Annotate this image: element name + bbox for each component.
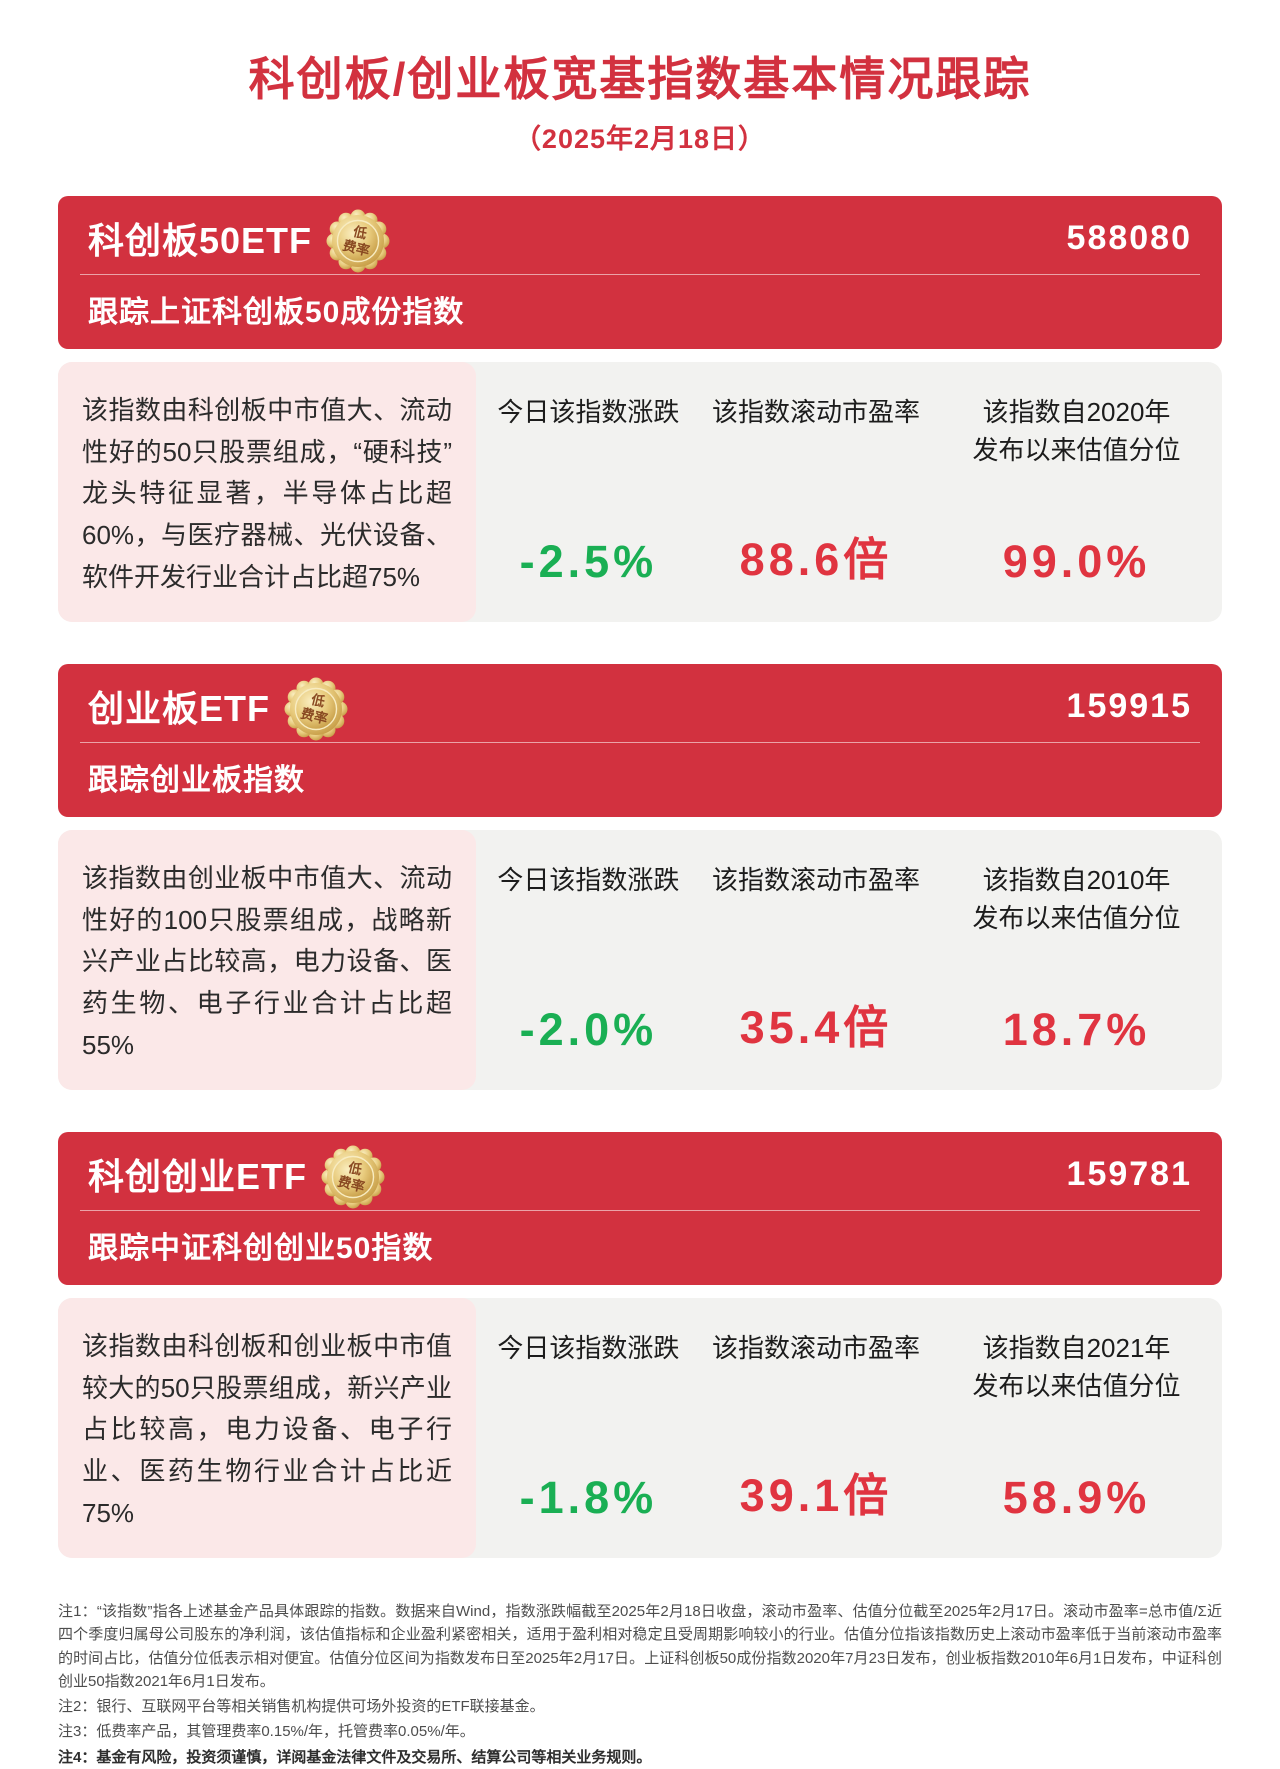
stat-label: 该指数滚动市盈率 (712, 394, 920, 432)
index-description: 该指数由科创板和创业板中市值较大的50只股票组成，新兴产业占比较高，电力设备、电… (58, 1298, 476, 1559)
stat-valuation-percentile: 该指数自2021年 发布以来估值分位 58.9% (937, 1298, 1216, 1558)
stat-value: 88.6倍 (739, 534, 893, 586)
card-body: 该指数由科创板中市值大、流动性好的50只股票组成，“硬科技”龙头特征显著，半导体… (58, 362, 1222, 623)
stat-label-line: 该指数自2010年 (982, 865, 1171, 896)
header-divider (80, 1210, 1200, 1212)
low-fee-badge-icon: 低 费率 (321, 1145, 385, 1210)
stat-value: 39.1倍 (739, 1470, 893, 1522)
etf-card-kechuang-chuangye: 科创创业ETF 低 费率 159781 跟踪中证科创创业50指数 该指数由科创板… (58, 1132, 1222, 1559)
stat-label: 该指数自2010年 发布以来估值分位 (973, 862, 1181, 937)
stat-label-line: 该指数滚动市盈率 (711, 397, 920, 428)
footnote-3: 注3：低费率产品，其管理费率0.15%/年，托管费率0.05%/年。 (58, 1723, 475, 1741)
badge-text-line2: 费率 (341, 237, 372, 259)
card-body: 该指数由科创板和创业板中市值较大的50只股票组成，新兴产业占比较高，电力设备、电… (58, 1298, 1222, 1559)
low-fee-badge-icon: 低 费率 (284, 677, 348, 742)
stat-pe-ratio: 该指数滚动市盈率 88.6倍 (695, 362, 937, 622)
stat-label: 今日该指数涨跌 (497, 1330, 679, 1368)
footnote-1: 注1：“该指数”指各上述基金产品具体跟踪的指数。数据来自Wind，指数涨跌幅截至… (58, 1603, 1222, 1690)
badge-text-line1: 低 (351, 223, 369, 242)
stat-value: 58.9% (1002, 1472, 1151, 1524)
stat-label: 该指数自2020年 发布以来估值分位 (973, 394, 1181, 469)
stat-label: 今日该指数涨跌 (497, 862, 679, 900)
stat-value: -2.5% (519, 536, 658, 588)
page-date: （2025年2月18日） (513, 124, 767, 155)
card-header-top: 科创板50ETF 低 费率 588080 (88, 209, 1192, 274)
etf-name: 创业板ETF (88, 688, 270, 730)
stat-value: -1.8% (519, 1472, 658, 1524)
etf-code: 588080 (1066, 218, 1192, 257)
index-description: 该指数由创业板中市值大、流动性好的100只股票组成，战略新兴产业占比较高，电力设… (58, 830, 476, 1091)
stats-row: 今日该指数涨跌 -2.0% 该指数滚动市盈率 35.4倍 该指数自2010年 发… (476, 830, 1222, 1090)
etf-code: 159915 (1066, 686, 1192, 725)
stats-row: 今日该指数涨跌 -1.8% 该指数滚动市盈率 39.1倍 该指数自2021年 发… (476, 1298, 1222, 1558)
stat-pe-ratio: 该指数滚动市盈率 39.1倍 (695, 1298, 937, 1558)
stat-daily-change: 今日该指数涨跌 -2.5% (482, 362, 695, 622)
footnote-2: 注2：银行、互联网平台等相关销售机构提供可场外投资的ETF联接基金。 (58, 1698, 545, 1716)
etf-name: 科创板50ETF (88, 220, 313, 262)
stat-value: 35.4倍 (739, 1002, 893, 1054)
tracking-index-label: 跟踪中证科创创业50指数 (88, 1232, 434, 1266)
card-body: 该指数由创业板中市值大、流动性好的100只股票组成，战略新兴产业占比较高，电力设… (58, 830, 1222, 1091)
badge-text-line2: 费率 (336, 1173, 367, 1195)
stat-value: 18.7% (1002, 1004, 1151, 1056)
stat-label: 该指数滚动市盈率 (712, 862, 920, 900)
stat-value: 99.0% (1002, 536, 1151, 588)
stat-label-line: 今日该指数涨跌 (497, 1333, 680, 1364)
stat-valuation-percentile: 该指数自2010年 发布以来估值分位 18.7% (937, 830, 1216, 1090)
etf-name: 科创创业ETF (88, 1156, 307, 1198)
etf-card-chuangyeban: 创业板ETF 低 费率 159915 跟踪创业板指数 该指数由创业板中市值大、流… (58, 664, 1222, 1091)
card-header-top: 创业板ETF 低 费率 159915 (88, 677, 1192, 742)
stat-pe-ratio: 该指数滚动市盈率 35.4倍 (695, 830, 937, 1090)
index-description: 该指数由科创板中市值大、流动性好的50只股票组成，“硬科技”龙头特征显著，半导体… (58, 362, 476, 623)
page-title: 科创板/创业板宽基指数基本情况跟踪 (248, 53, 1032, 105)
etf-code: 159781 (1066, 1154, 1192, 1193)
footnotes: 注1：“该指数”指各上述基金产品具体跟踪的指数。数据来自Wind，指数涨跌幅截至… (58, 1600, 1222, 1769)
stat-label-line: 今日该指数涨跌 (497, 397, 680, 428)
card-header: 科创创业ETF 低 费率 159781 跟踪中证科创创业50指数 (58, 1132, 1222, 1286)
stat-value: -2.0% (519, 1004, 658, 1056)
badge-text-line1: 低 (346, 1159, 364, 1178)
footnote-4-risk-warning: 注4：基金有风险，投资须谨慎，详阅基金法律文件及交易所、结算公司等相关业务规则。 (58, 1748, 652, 1766)
stat-label-line: 发布以来估值分位 (972, 902, 1181, 933)
header-divider (80, 274, 1200, 276)
stat-label-line: 发布以来估值分位 (972, 1370, 1181, 1401)
tracking-index-label: 跟踪上证科创板50成份指数 (88, 296, 465, 330)
header-divider (80, 742, 1200, 744)
stat-daily-change: 今日该指数涨跌 -1.8% (482, 1298, 695, 1558)
stat-valuation-percentile: 该指数自2020年 发布以来估值分位 99.0% (937, 362, 1216, 622)
card-header: 创业板ETF 低 费率 159915 跟踪创业板指数 (58, 664, 1222, 818)
card-header-top: 科创创业ETF 低 费率 159781 (88, 1145, 1192, 1210)
etf-card-kechuang50: 科创板50ETF 低 费率 588080 跟踪上证科创板50成份指数 该指数由科… (58, 196, 1222, 623)
card-header: 科创板50ETF 低 费率 588080 跟踪上证科创板50成份指数 (58, 196, 1222, 350)
stats-row: 今日该指数涨跌 -2.5% 该指数滚动市盈率 88.6倍 该指数自2020年 发… (476, 362, 1222, 622)
stat-label-line: 该指数滚动市盈率 (711, 865, 920, 896)
low-fee-badge-icon: 低 费率 (326, 209, 391, 274)
stat-label-line: 该指数自2021年 (982, 1333, 1171, 1364)
badge-text-line2: 费率 (299, 705, 330, 727)
badge-text-line1: 低 (309, 691, 327, 710)
stat-label: 该指数自2021年 发布以来估值分位 (973, 1330, 1181, 1405)
stat-label-line: 发布以来估值分位 (972, 434, 1181, 465)
stat-daily-change: 今日该指数涨跌 -2.0% (482, 830, 695, 1090)
stat-label-line: 今日该指数涨跌 (497, 865, 680, 896)
stat-label-line: 该指数滚动市盈率 (711, 1333, 920, 1364)
tracking-index-label: 跟踪创业板指数 (88, 764, 305, 798)
title-block: 科创板/创业板宽基指数基本情况跟踪 （2025年2月18日） (58, 52, 1222, 156)
stat-label: 今日该指数涨跌 (497, 394, 679, 432)
stat-label: 该指数滚动市盈率 (712, 1330, 920, 1368)
stat-label-line: 该指数自2020年 (982, 397, 1171, 428)
